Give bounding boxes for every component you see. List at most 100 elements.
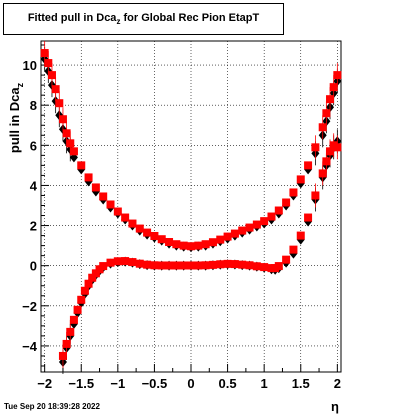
data-point-square <box>58 115 67 124</box>
data-point-square <box>296 231 305 240</box>
grid <box>41 41 341 372</box>
data-point-square <box>304 213 313 222</box>
data-point-square <box>66 327 75 336</box>
y-tick-label: −4 <box>22 339 38 354</box>
data-point-square <box>326 95 335 104</box>
timestamp-footer: Tue Sep 20 18:39:28 2022 <box>4 402 100 411</box>
x-tick-label: 0.5 <box>219 376 237 391</box>
data-point-square <box>304 161 313 170</box>
x-tick-label: −2 <box>37 376 52 391</box>
data-point-square <box>245 261 254 270</box>
data-point-square <box>165 261 174 270</box>
data-point-square <box>238 226 247 235</box>
data-point-square <box>318 123 327 132</box>
data-point-square <box>216 260 225 269</box>
data-point-square <box>296 175 305 184</box>
x-axis-label: η <box>331 399 339 414</box>
data-point-square <box>267 212 276 221</box>
data-point-square <box>194 241 203 250</box>
data-point-square <box>150 261 159 270</box>
data-point-square <box>274 206 283 215</box>
data-point-square <box>333 143 342 152</box>
data-point-square <box>318 169 327 178</box>
x-tick-label: 2 <box>334 376 341 391</box>
data-point-square <box>322 157 331 166</box>
axis-ticks <box>41 44 338 372</box>
x-tick-label: 0 <box>187 376 194 391</box>
data-point-square <box>99 192 108 201</box>
data-point-square <box>91 183 100 192</box>
data-point-square <box>58 351 67 360</box>
data-point-square <box>157 261 166 270</box>
data-point-square <box>84 279 93 288</box>
data-point-square <box>201 261 210 270</box>
data-point-square <box>80 286 89 295</box>
data-point-square <box>311 191 320 200</box>
data-point-square <box>329 83 338 92</box>
data-point-square <box>245 223 254 232</box>
data-point-square <box>223 259 232 268</box>
data-point-square <box>62 339 71 348</box>
data-point-square <box>77 161 86 170</box>
x-tick-label: −1 <box>110 376 125 391</box>
data-point-square <box>194 261 203 270</box>
data-point-square <box>252 220 261 229</box>
data-point-square <box>135 259 144 268</box>
data-point-square <box>289 188 298 197</box>
data-point-square <box>216 235 225 244</box>
x-tick-label: 1 <box>261 376 268 391</box>
x-tick-label: −1.5 <box>68 376 94 391</box>
data-point-square <box>179 241 188 250</box>
data-point-square <box>282 198 291 207</box>
data-point-square <box>333 71 342 80</box>
y-tick-label: 10 <box>23 58 37 73</box>
data-point-square <box>311 143 320 152</box>
data-point-square <box>66 139 75 148</box>
data-point-square <box>201 240 210 249</box>
y-tick-label: 8 <box>30 98 37 113</box>
y-tick-label: 0 <box>30 259 37 274</box>
data-point-square <box>143 228 152 237</box>
data-point-square <box>51 85 60 94</box>
data-point-square <box>172 240 181 249</box>
data-point-square <box>274 262 283 271</box>
data-point-square <box>143 260 152 269</box>
y-tick-label: 6 <box>30 138 37 153</box>
data-point-square <box>69 147 78 156</box>
data-point-square <box>165 238 174 247</box>
data-point-square <box>55 99 64 108</box>
data-point-square <box>73 305 82 314</box>
title-box: Fitted pull in Dcaz for Global Rec Pion … <box>3 3 284 35</box>
y-tick-label: 2 <box>30 219 37 234</box>
x-tick-label: 1.5 <box>292 376 310 391</box>
data-point-square <box>282 255 291 264</box>
data-point-square <box>77 295 86 304</box>
data-point-square <box>238 260 247 269</box>
data-point-square <box>223 232 232 241</box>
data-point-square <box>230 229 239 238</box>
data-point-square <box>113 257 122 266</box>
chart-title: Fitted pull in Dcaz for Global Rec Pion … <box>27 12 260 27</box>
y-tick-label: 4 <box>30 178 38 193</box>
data-point-square <box>157 235 166 244</box>
data-point-square <box>208 260 217 269</box>
data-point-square <box>106 200 115 209</box>
data-point-square <box>69 315 78 324</box>
data-point-square <box>289 245 298 254</box>
data-point-square <box>172 261 181 270</box>
data-point-square <box>106 258 115 267</box>
y-axis-label: pull in Dcaz <box>7 82 25 153</box>
data-point-square <box>187 261 195 270</box>
tick-labels: −2 −1.5 −1 −0.5 0 0.5 1 1.5 2 −4 −2 0 2 4 6 8 10 <box>22 58 341 391</box>
data-point-square <box>260 263 269 272</box>
data-point-square <box>84 173 93 182</box>
data-point-square <box>40 49 49 58</box>
data-point-square <box>326 147 335 156</box>
x-tick-label: −0.5 <box>142 376 168 391</box>
data-point-square <box>99 262 108 271</box>
data-point-square <box>150 231 159 240</box>
data-point-square <box>322 109 331 118</box>
data-point-square <box>208 238 217 247</box>
data-point-square <box>121 213 130 222</box>
data-point-square <box>91 269 100 278</box>
